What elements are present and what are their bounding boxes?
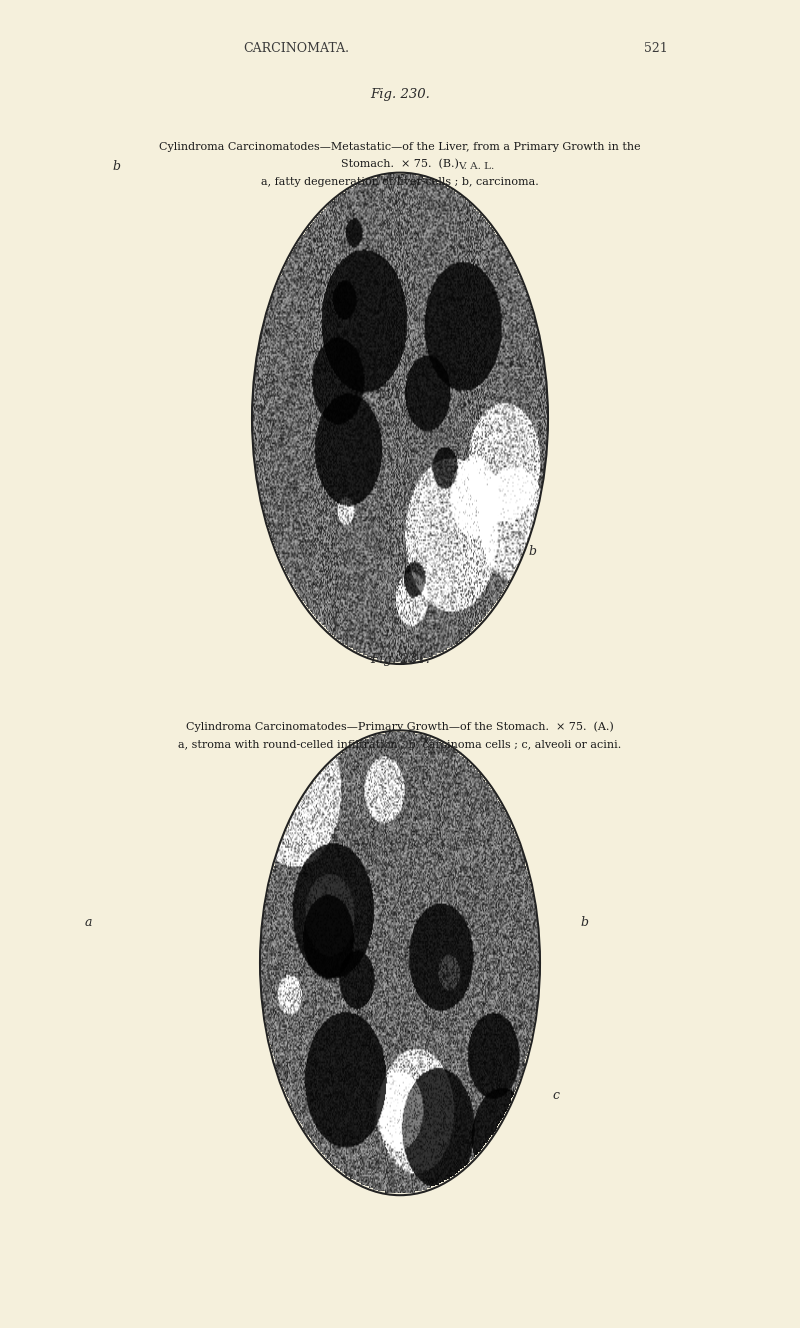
Text: V. A. L.: V. A. L. [458,162,494,170]
Text: Fig. 231.: Fig. 231. [370,653,430,667]
Text: 521: 521 [644,42,668,56]
Text: Fig. 230.: Fig. 230. [370,88,430,101]
Text: c: c [553,1089,559,1102]
Text: a, stroma with round-celled infiltration ; b, carcinoma cells ; c, alveoli or ac: a, stroma with round-celled infiltration… [178,740,622,750]
Text: V. A. L.: V. A. L. [426,746,462,754]
Text: Stomach.  × 75.  (B.): Stomach. × 75. (B.) [341,159,459,170]
Text: a: a [84,916,92,930]
Text: b: b [112,159,120,173]
Text: a, fatty degeneration of liver-cells ; b, carcinoma.: a, fatty degeneration of liver-cells ; b… [261,177,539,187]
Text: Cylindroma Carcinomatodes—Metastatic—of the Liver, from a Primary Growth in the: Cylindroma Carcinomatodes—Metastatic—of … [159,142,641,153]
Text: b: b [528,544,536,558]
Text: Cylindroma Carcinomatodes—Primary Growth—of the Stomach.  × 75.  (A.): Cylindroma Carcinomatodes—Primary Growth… [186,721,614,732]
Text: b: b [580,916,588,930]
Text: CARCINOMATA.: CARCINOMATA. [243,42,349,56]
